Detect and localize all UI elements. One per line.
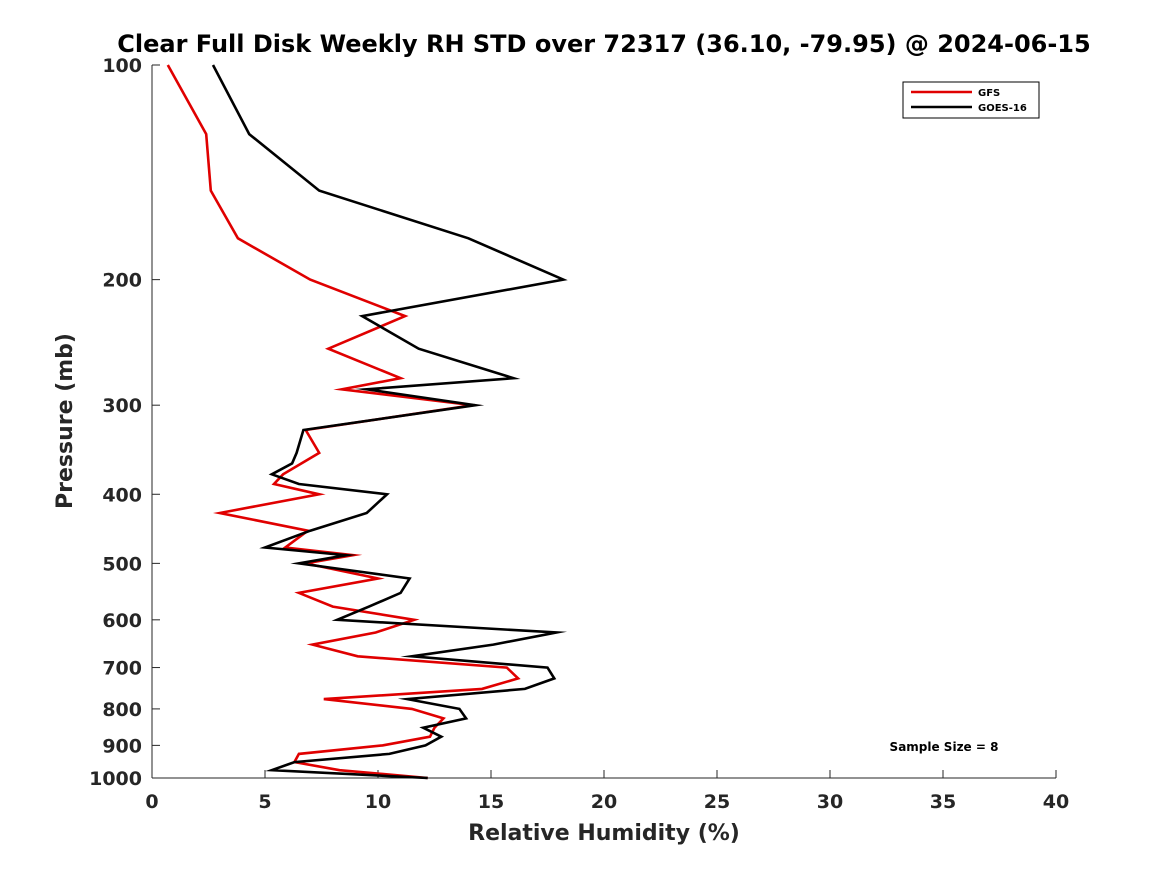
x-tick-label-6: 30 <box>817 791 843 813</box>
y-tick-label-3: 400 <box>102 484 142 506</box>
x-tick-label-1: 5 <box>258 791 271 813</box>
x-tick-label-5: 25 <box>704 791 730 813</box>
y-tick-label-5: 600 <box>102 610 142 632</box>
series-line-goes16 <box>211 64 568 780</box>
y-axis-label: Pressure (mb) <box>53 333 78 509</box>
y-tick-label-7: 800 <box>102 699 142 721</box>
y-tick-label-0: 100 <box>102 55 142 77</box>
x-tick-label-7: 35 <box>930 791 956 813</box>
y-tick-label-4: 500 <box>102 553 142 575</box>
legend-label-gfs: GFS <box>978 88 1000 99</box>
x-axis-label: Relative Humidity (%) <box>468 821 740 846</box>
legend-box <box>902 81 1040 119</box>
sample-size-annotation: Sample Size = 8 <box>890 740 999 754</box>
y-tick-label-1: 200 <box>102 270 142 292</box>
y-tick-label-9: 1000 <box>89 768 142 790</box>
x-tick-label-3: 15 <box>478 791 504 813</box>
legend-label-goes16: GOES-16 <box>978 103 1027 114</box>
x-tick-label-4: 20 <box>591 791 617 813</box>
legend: GFS GOES-16 <box>902 81 1040 119</box>
x-tick-label-0: 0 <box>145 791 158 813</box>
y-tick-label-2: 300 <box>102 395 142 417</box>
x-tick-label-2: 10 <box>365 791 391 813</box>
chart-title: Clear Full Disk Weekly RH STD over 72317… <box>117 30 1090 58</box>
y-tick-label-8: 900 <box>102 735 142 757</box>
plot-area: 0 5 10 15 20 25 30 35 40 100 200 300 400 500 600 700 800… <box>89 55 1069 813</box>
y-tick-label-6: 700 <box>102 658 142 680</box>
x-tick-label-8: 40 <box>1043 791 1069 813</box>
series-line-gfs <box>166 64 521 780</box>
